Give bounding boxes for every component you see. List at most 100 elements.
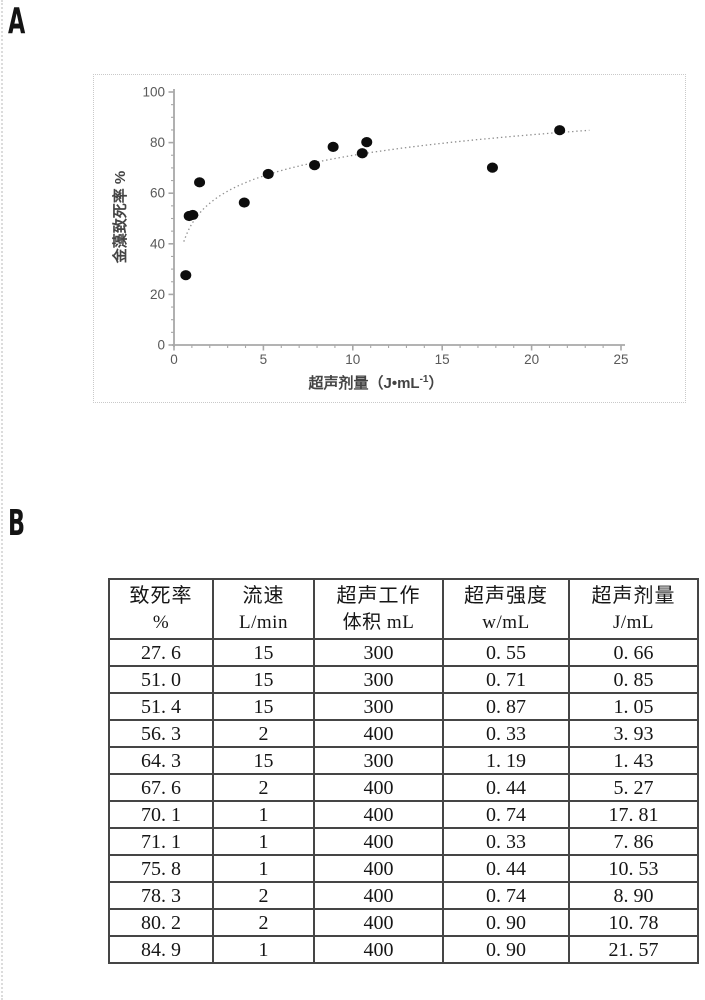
- x-tick-label: 5: [260, 352, 268, 367]
- table-header: 致死率% 流速 L/min 超声工作体积 mL 超声强度 w/mL 超声剂量 J/mL: [108, 578, 699, 640]
- table-cell: 400: [313, 719, 444, 748]
- table-cell: 56. 3: [108, 719, 214, 748]
- y-axis: 0 20 40 60 80 100: [142, 85, 175, 353]
- table-cell: 400: [313, 854, 444, 883]
- y-tick-label: 60: [150, 186, 165, 201]
- column-header-line1: 流速: [242, 584, 285, 607]
- table-row: 70. 1 1 400 0. 74 17. 81: [108, 800, 699, 829]
- data-point: [327, 141, 339, 153]
- table-row: 51. 4 15 300 0. 87 1. 05: [108, 692, 699, 721]
- table-cell: 0. 33: [442, 827, 570, 856]
- chart-panel: 0 5 10 15 20 25 0 20 40 60 80 100 超声剂量（J•mL-1） 金藻致死率 …: [93, 74, 686, 403]
- table-cell: 2: [212, 908, 315, 937]
- scan-edge-line: [1, 0, 3, 1000]
- column-header-line2: L/min: [239, 611, 288, 633]
- y-tick-label: 40: [150, 236, 165, 251]
- column-header-line2: 体积 mL: [342, 611, 415, 633]
- column-header-line2: J/mL: [612, 611, 655, 633]
- table-cell: 0. 33: [442, 719, 570, 748]
- scatter-chart: 0 5 10 15 20 25 0 20 40 60 80 100 超声剂量（J•mL-1） 金藻致死率 …: [111, 85, 629, 393]
- table-row: 56. 3 2 400 0. 33 3. 93: [108, 719, 699, 748]
- table-cell: 8. 90: [568, 881, 699, 910]
- table-row: 78. 3 2 400 0. 74 8. 90: [108, 881, 699, 910]
- y-tick-label: 80: [150, 135, 165, 150]
- table-row: 80. 2 2 400 0. 90 10. 78: [108, 908, 699, 937]
- data-point: [238, 197, 250, 208]
- data-point: [554, 125, 566, 136]
- data-point: [194, 177, 206, 188]
- table-cell: 71. 1: [108, 827, 214, 856]
- column-header-line1: 超声强度: [464, 584, 548, 607]
- table-cell: 0. 44: [442, 773, 570, 802]
- x-tick-label: 15: [435, 352, 450, 367]
- table-cell: 1: [212, 854, 315, 883]
- table-cell: 10. 53: [568, 854, 699, 883]
- table-cell: 15: [212, 638, 315, 667]
- trendline: [183, 129, 590, 242]
- x-tick-label: 25: [613, 352, 628, 367]
- x-tick-label: 0: [170, 352, 178, 367]
- column-header-2: 超声工作体积 mL: [313, 578, 444, 640]
- table-cell: 7. 86: [568, 827, 699, 856]
- column-header-1: 流速 L/min: [212, 578, 315, 640]
- x-tick-label: 20: [524, 352, 539, 367]
- data-point: [187, 209, 199, 221]
- table-cell: 80. 2: [108, 908, 214, 937]
- table-cell: 1: [212, 800, 315, 829]
- table-cell: 400: [313, 935, 444, 964]
- x-axis: 0 5 10 15 20 25: [170, 344, 629, 367]
- table-cell: 400: [313, 800, 444, 829]
- data-point: [361, 136, 373, 148]
- x-axis-label: 超声剂量（J•mL-1）: [307, 374, 443, 392]
- table-cell: 0. 87: [442, 692, 570, 721]
- column-header-4: 超声剂量 J/mL: [568, 578, 699, 640]
- table-cell: 400: [313, 881, 444, 910]
- column-header-line1: 超声剂量: [591, 584, 676, 607]
- table-row: 64. 3 15 300 1. 19 1. 43: [108, 746, 699, 775]
- table-cell: 78. 3: [108, 881, 214, 910]
- y-tick-label: 0: [157, 338, 165, 353]
- data-table: 致死率% 流速 L/min 超声工作 体积 mL 超声强度 w/mL 超声剂量 J/mL 27.…: [108, 578, 699, 964]
- data-point: [486, 162, 498, 173]
- table-header-row: 致死率% 流速 L/min 超声工作体积 mL 超声强度 w/mL 超声剂量 J/mL: [108, 578, 699, 640]
- table-cell: 0. 74: [442, 800, 570, 829]
- table-cell: 400: [313, 908, 444, 937]
- data-point: [262, 168, 274, 180]
- table-cell: 1. 19: [442, 746, 570, 775]
- column-header-line2: w/mL: [482, 611, 530, 633]
- table-cell: 70. 1: [108, 800, 214, 829]
- table-cell: 75. 8: [108, 854, 214, 883]
- table-cell: 0. 71: [442, 665, 570, 694]
- table-cell: 0. 90: [442, 935, 570, 964]
- table-cell: 10. 78: [568, 908, 699, 937]
- table-cell: 400: [313, 827, 444, 856]
- table-cell: 67. 6: [108, 773, 214, 802]
- table-cell: 300: [313, 665, 444, 694]
- table-cell: 84. 9: [108, 935, 214, 964]
- panel-a-label: A: [8, 1, 26, 42]
- table-cell: 3. 93: [568, 719, 699, 748]
- column-header-line1: 致死率: [129, 584, 193, 607]
- table-cell: 0. 55: [442, 638, 570, 667]
- table-cell: 2: [212, 719, 315, 748]
- table-cell: 15: [212, 692, 315, 721]
- data-point: [356, 148, 368, 159]
- table-row: 84. 9 1 400 0. 90 21. 57: [108, 935, 699, 964]
- y-axis-label: 金藻致死率 %: [111, 171, 129, 265]
- table-cell: 300: [313, 692, 444, 721]
- table-cell: 300: [313, 638, 444, 667]
- table-cell: 2: [212, 881, 315, 910]
- column-header-line2: %: [152, 611, 170, 633]
- table-cell: 5. 27: [568, 773, 699, 802]
- column-header-line1: 超声工作: [336, 584, 421, 607]
- column-header-3: 超声强度 w/mL: [442, 578, 570, 640]
- table-cell: 51. 0: [108, 665, 214, 694]
- table-cell: 15: [212, 665, 315, 694]
- table-row: 71. 1 1 400 0. 33 7. 86: [108, 827, 699, 856]
- table-body: 27. 6 15 300 0. 55 0. 66 51. 0 15 300 0. 71 0. 85…: [108, 638, 699, 964]
- table-cell: 64. 3: [108, 746, 214, 775]
- data-points: [180, 125, 566, 281]
- table-row: 27. 6 15 300 0. 55 0. 66: [108, 638, 699, 667]
- table-cell: 0. 85: [568, 665, 699, 694]
